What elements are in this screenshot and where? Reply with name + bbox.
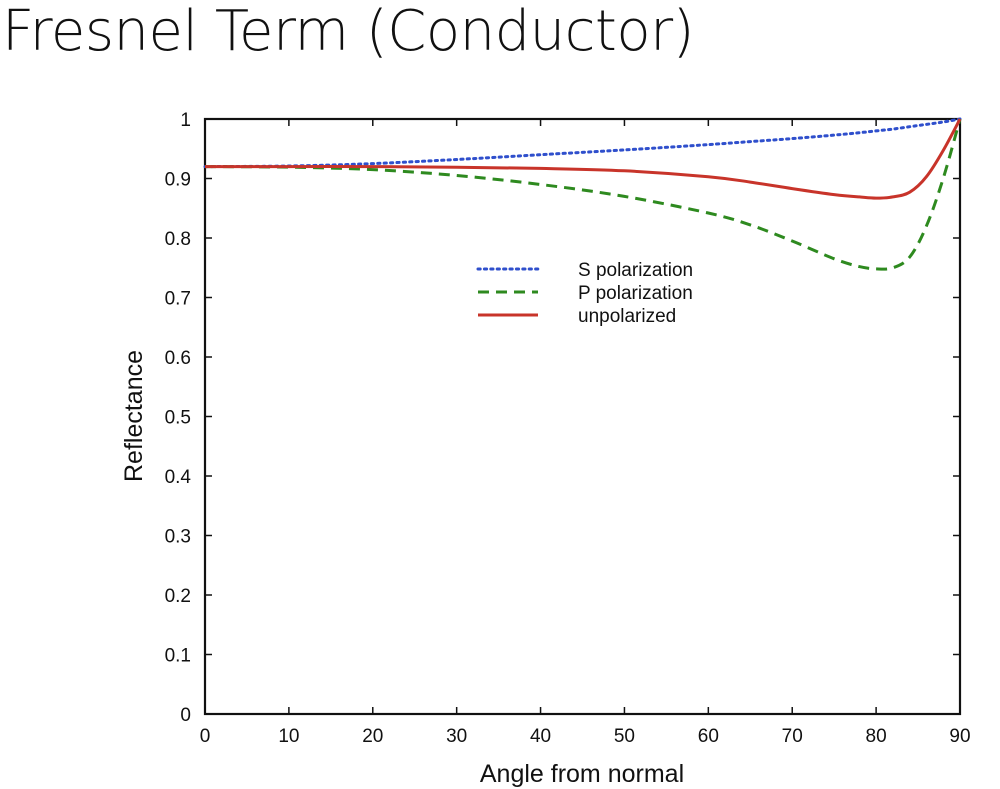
y-tick-label: 0.9 — [165, 170, 191, 191]
y-tick-label: 0.4 — [165, 467, 192, 488]
x-tick-label: 70 — [782, 726, 803, 747]
series-line-p-polarization — [204, 118, 962, 271]
y-tick-label: 0.3 — [165, 527, 191, 548]
x-tick-label: 60 — [698, 726, 719, 747]
slide-title: Fresnel Term (Conductor) — [2, 0, 695, 64]
y-tick-label: 0.7 — [165, 289, 191, 310]
x-tick-label: 40 — [530, 726, 551, 747]
series-line-s-polarization — [203, 117, 962, 169]
x-tick-label: 20 — [362, 726, 383, 747]
y-tick-label: 0.8 — [165, 229, 191, 250]
legend-label: unpolarized — [578, 306, 676, 327]
x-tick-label: 10 — [278, 726, 299, 747]
series-line-unpolarized — [204, 118, 962, 200]
legend-label: S polarization — [578, 260, 693, 281]
x-tick-label: 80 — [866, 726, 887, 747]
x-tick-label: 30 — [446, 726, 467, 747]
legend-label: P polarization — [578, 283, 693, 304]
x-axis-title: Angle from normal — [480, 760, 684, 788]
y-tick-label: 0 — [180, 705, 191, 726]
y-tick-label: 0.5 — [165, 408, 191, 429]
y-tick-label: 1 — [180, 110, 191, 131]
y-tick-label: 0.2 — [165, 586, 191, 607]
plot-frame — [203, 117, 962, 716]
x-tick-label: 0 — [200, 726, 211, 747]
x-tick-label: 50 — [614, 726, 635, 747]
y-tick-label: 0.6 — [165, 348, 191, 369]
y-axis-title: Reflectance — [120, 350, 148, 482]
y-tick-label: 0.1 — [165, 646, 191, 667]
x-tick-label: 90 — [949, 726, 970, 747]
